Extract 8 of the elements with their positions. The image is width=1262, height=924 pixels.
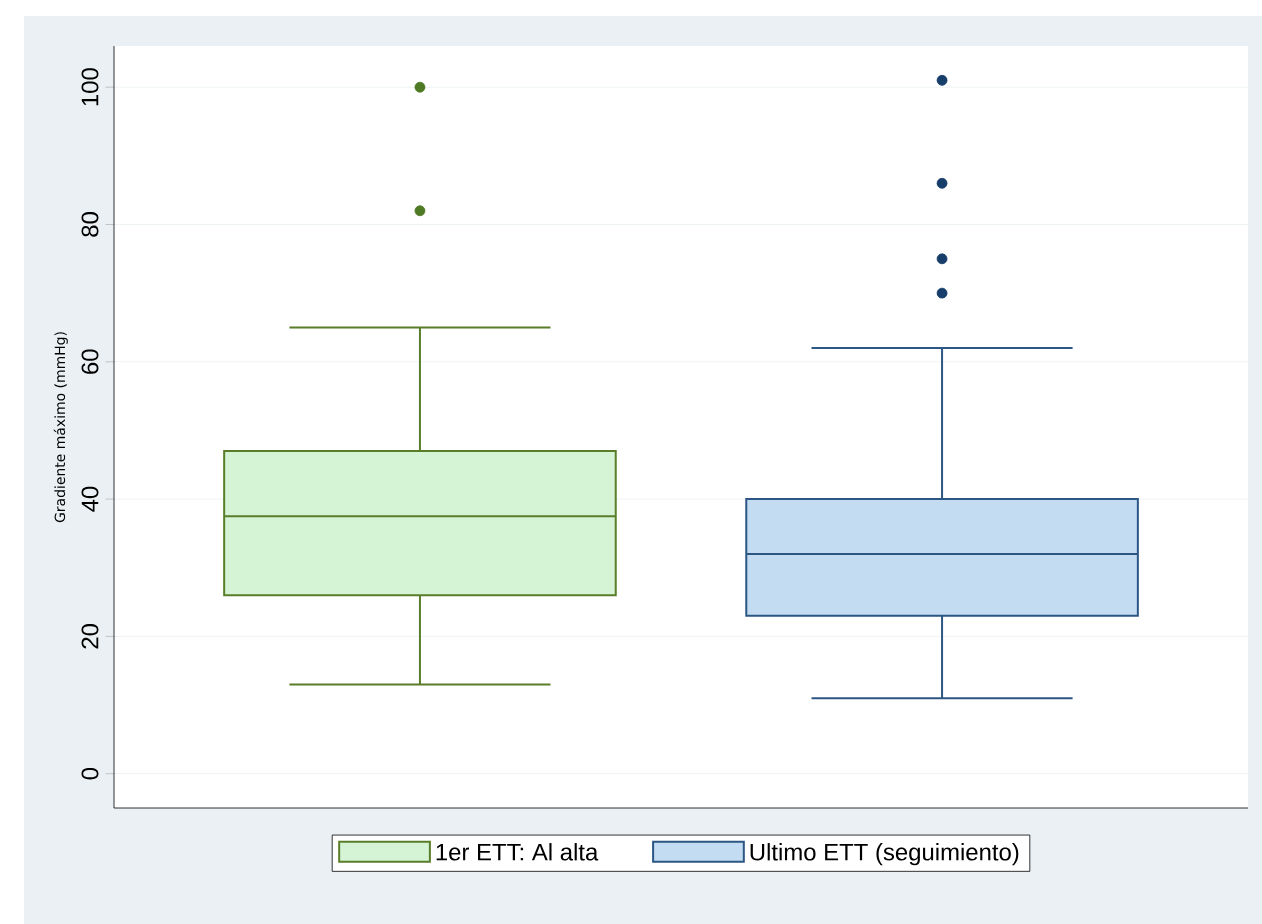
y-tick-label: 60 [81,349,99,374]
y-tick-label: 80 [81,212,99,237]
legend-label: 1er ETT: Al alta [436,843,599,861]
legend-label: Ultimo ETT (seguimiento) [750,843,1019,866]
y-tick-label: 100 [81,68,99,106]
y-tick-label: 20 [81,624,99,649]
y-tick-label: 40 [81,486,99,512]
y-tick-label: 0 [81,767,99,780]
